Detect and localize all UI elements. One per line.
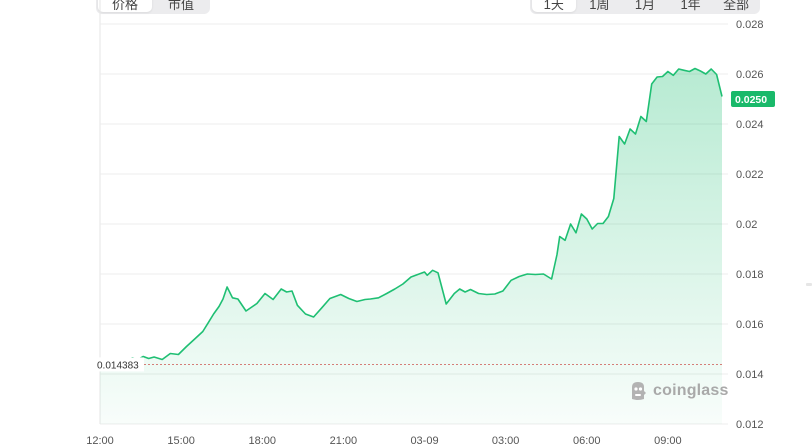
tab-price[interactable]: 价格 <box>98 0 152 12</box>
y-tick-label: 0.014 <box>736 369 764 381</box>
tab-all[interactable]: 全部 <box>723 0 750 12</box>
x-tick-label: 21:00 <box>330 435 358 447</box>
price-area <box>100 68 722 424</box>
y-tick-label: 0.016 <box>736 319 764 331</box>
y-tick-label: 0.026 <box>736 69 764 81</box>
y-axis: 0.012 0.014 0.016 0.018 0.02 0.022 0.024 0.026 0… <box>736 19 764 431</box>
tab-1-month[interactable]: 1月 <box>634 0 656 12</box>
tab-1-week[interactable]: 1周 <box>589 0 610 12</box>
baseline-label: 0.014383 <box>94 357 144 372</box>
tab-market-cap[interactable]: 市值 <box>167 0 194 12</box>
tab-1-year[interactable]: 1年 <box>680 0 701 12</box>
x-tick-label: 06:00 <box>573 435 601 447</box>
last-price-value: 0.0250 <box>735 94 767 106</box>
coinglass-logo-icon <box>632 382 646 400</box>
y-tick-label: 0.018 <box>736 269 764 281</box>
last-price-badge: 0.0250 <box>731 91 775 107</box>
time-range-tabs: 1天 1周 1月 1年 全部 <box>530 0 760 14</box>
scroll-edge-handle <box>806 283 812 286</box>
x-tick-label: 03-09 <box>410 435 438 447</box>
coinglass-watermark: coinglass <box>628 380 729 402</box>
price-line[interactable] <box>99 67 723 366</box>
x-tick-label: 15:00 <box>167 435 195 447</box>
y-tick-label: 0.028 <box>736 19 764 31</box>
x-tick-label: 18:00 <box>248 435 276 447</box>
tab-1-day[interactable]: 1天 <box>532 0 576 12</box>
baseline-value: 0.014383 <box>97 360 139 371</box>
y-tick-label: 0.022 <box>736 169 764 181</box>
x-tick-label: 03:00 <box>492 435 520 447</box>
y-tick-label: 0.02 <box>736 219 757 231</box>
x-axis: 12:00 15:00 18:00 21:00 03-09 03:00 06:00 09:00 <box>86 435 681 447</box>
y-tick-label: 0.024 <box>736 119 764 131</box>
x-tick-label: 09:00 <box>654 435 682 447</box>
chart-type-tabs: 价格 市值 <box>96 0 210 14</box>
watermark-text: coinglass <box>653 382 729 399</box>
x-tick-label: 12:00 <box>86 435 114 447</box>
y-tick-label: 0.012 <box>736 419 764 431</box>
